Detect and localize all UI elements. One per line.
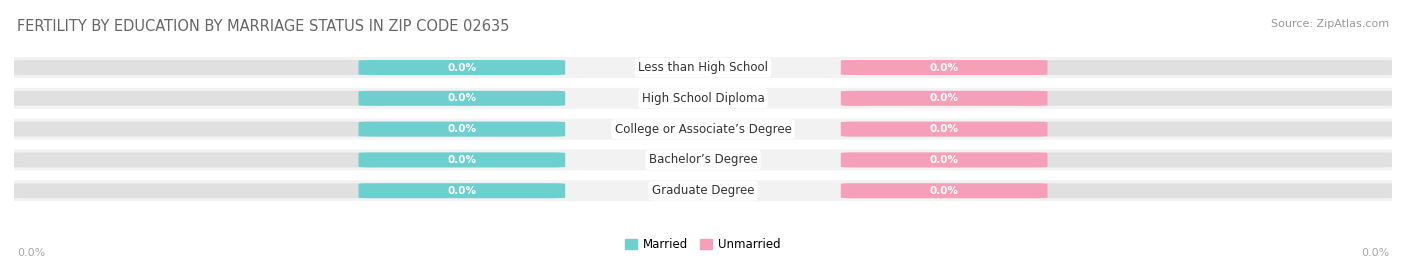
Text: 0.0%: 0.0%: [447, 62, 477, 73]
FancyBboxPatch shape: [13, 60, 564, 75]
Text: Less than High School: Less than High School: [638, 61, 768, 74]
Text: 0.0%: 0.0%: [929, 93, 959, 103]
Text: 0.0%: 0.0%: [929, 124, 959, 134]
Text: High School Diploma: High School Diploma: [641, 92, 765, 105]
Text: 0.0%: 0.0%: [17, 248, 45, 258]
Text: College or Associate’s Degree: College or Associate’s Degree: [614, 123, 792, 136]
FancyBboxPatch shape: [842, 122, 1393, 137]
FancyBboxPatch shape: [359, 122, 565, 137]
Text: 0.0%: 0.0%: [447, 93, 477, 103]
FancyBboxPatch shape: [13, 183, 564, 198]
FancyBboxPatch shape: [359, 183, 565, 198]
FancyBboxPatch shape: [359, 91, 565, 106]
FancyBboxPatch shape: [4, 117, 1402, 141]
FancyBboxPatch shape: [13, 122, 564, 137]
FancyBboxPatch shape: [4, 179, 1402, 203]
FancyBboxPatch shape: [841, 183, 1047, 198]
Text: 0.0%: 0.0%: [447, 186, 477, 196]
Text: 0.0%: 0.0%: [447, 155, 477, 165]
FancyBboxPatch shape: [841, 91, 1047, 106]
FancyBboxPatch shape: [842, 60, 1393, 75]
Text: FERTILITY BY EDUCATION BY MARRIAGE STATUS IN ZIP CODE 02635: FERTILITY BY EDUCATION BY MARRIAGE STATU…: [17, 19, 509, 34]
FancyBboxPatch shape: [842, 153, 1393, 167]
FancyBboxPatch shape: [842, 183, 1393, 198]
Text: Source: ZipAtlas.com: Source: ZipAtlas.com: [1271, 19, 1389, 29]
Text: Graduate Degree: Graduate Degree: [652, 184, 754, 197]
FancyBboxPatch shape: [13, 91, 564, 106]
FancyBboxPatch shape: [4, 56, 1402, 79]
Legend: Married, Unmarried: Married, Unmarried: [620, 233, 786, 256]
FancyBboxPatch shape: [841, 60, 1047, 75]
Text: Bachelor’s Degree: Bachelor’s Degree: [648, 153, 758, 167]
FancyBboxPatch shape: [842, 91, 1393, 106]
FancyBboxPatch shape: [359, 60, 565, 75]
Text: 0.0%: 0.0%: [929, 155, 959, 165]
FancyBboxPatch shape: [359, 153, 565, 167]
FancyBboxPatch shape: [4, 148, 1402, 172]
Text: 0.0%: 0.0%: [1361, 248, 1389, 258]
FancyBboxPatch shape: [4, 86, 1402, 110]
Text: 0.0%: 0.0%: [447, 124, 477, 134]
FancyBboxPatch shape: [841, 122, 1047, 137]
Text: 0.0%: 0.0%: [929, 186, 959, 196]
Text: 0.0%: 0.0%: [929, 62, 959, 73]
FancyBboxPatch shape: [13, 153, 564, 167]
FancyBboxPatch shape: [841, 153, 1047, 167]
